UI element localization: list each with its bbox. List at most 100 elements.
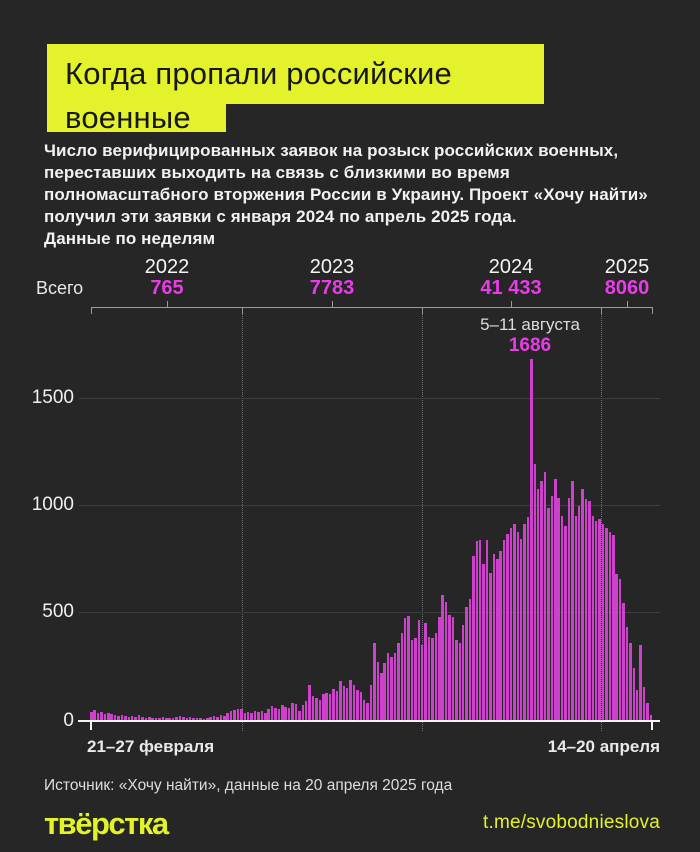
bar <box>584 499 588 721</box>
bar <box>601 524 605 721</box>
bar <box>349 680 352 721</box>
bar <box>134 716 137 721</box>
bar <box>451 617 455 721</box>
year-total-2025: 2025 8060 <box>605 257 650 298</box>
telegram-link[interactable]: t.me/svobodnieslova <box>482 812 660 833</box>
bar <box>475 540 479 721</box>
bar <box>96 712 100 721</box>
bar <box>441 595 444 721</box>
bar <box>182 716 185 721</box>
peak-annotation: 5–11 августа 1686 <box>480 316 580 356</box>
bar <box>322 694 325 721</box>
year-total-value: 765 <box>150 277 184 299</box>
totals-label: Всего <box>36 278 84 298</box>
bar <box>154 718 158 721</box>
bar <box>403 618 407 721</box>
bar <box>386 653 390 721</box>
title-line-2: военные <box>47 100 226 135</box>
bar <box>229 711 233 721</box>
bar <box>151 717 154 721</box>
y-tick-label: 1000 <box>31 494 74 515</box>
bar <box>482 563 485 721</box>
bar <box>591 515 595 721</box>
bar <box>165 718 168 721</box>
bar <box>161 716 165 721</box>
bar <box>185 717 189 721</box>
bar <box>120 715 124 721</box>
x-end-label: 14–20 апреля <box>547 737 660 756</box>
bar <box>605 527 608 721</box>
bar <box>560 515 564 721</box>
bar <box>468 598 472 721</box>
description-line: получил эти заявки с января 2024 по апре… <box>44 207 517 226</box>
bar <box>523 523 526 721</box>
bar <box>264 712 267 721</box>
bar <box>117 716 120 721</box>
bar <box>414 638 417 721</box>
bar <box>298 711 301 721</box>
bar <box>519 538 523 721</box>
bar <box>277 709 281 721</box>
bar <box>175 716 178 721</box>
y-tick-label: 0 <box>63 710 74 731</box>
bar <box>478 539 482 721</box>
bar <box>502 539 506 721</box>
bar <box>318 699 322 721</box>
bar <box>127 716 131 721</box>
year-total-value: 8060 <box>604 277 650 299</box>
x-axis <box>78 720 660 722</box>
bar <box>420 645 424 721</box>
gridline-1000 <box>79 505 660 506</box>
bar <box>472 555 475 721</box>
bracket-tick <box>91 307 92 314</box>
year-bracket-line <box>91 307 653 308</box>
bar <box>373 643 376 721</box>
bar <box>550 495 554 721</box>
description-line: Данные по неделям <box>44 229 216 248</box>
bar <box>339 681 342 721</box>
bar <box>308 684 311 721</box>
bar <box>407 616 410 721</box>
bar <box>567 497 571 721</box>
year-label: 2023 <box>309 256 355 278</box>
bar <box>492 553 496 721</box>
bar <box>509 527 513 721</box>
bar <box>642 687 646 721</box>
bar <box>615 573 618 721</box>
bar <box>547 507 550 721</box>
bar <box>431 638 434 721</box>
bar <box>113 715 117 721</box>
bar <box>144 717 148 721</box>
bar <box>267 709 270 721</box>
bar <box>192 718 195 721</box>
peak-week-label: 5–11 августа <box>480 315 580 334</box>
bar <box>526 517 530 721</box>
bar <box>629 643 632 721</box>
chart-description: Число верифицированных заявок на розыск … <box>44 140 648 250</box>
description-line: переставших выходить на связь с близкими… <box>44 163 510 182</box>
bar <box>380 673 383 721</box>
bar <box>328 694 332 721</box>
bar <box>465 607 468 721</box>
title-line-1: Когда пропали российские <box>47 44 544 104</box>
bar <box>243 712 247 721</box>
year-total-2024: 2024 41 433 <box>480 257 541 298</box>
bar <box>206 717 209 721</box>
x-axis-tick <box>90 722 92 730</box>
year-total-2022: 2022 765 <box>145 257 190 298</box>
bar <box>540 480 543 721</box>
bracket-midtick <box>511 301 512 307</box>
bar <box>577 506 581 721</box>
bar <box>485 539 489 721</box>
y-tick-label: 500 <box>42 601 74 622</box>
bar <box>216 716 219 721</box>
bar <box>233 710 236 721</box>
bar <box>424 623 427 721</box>
bar <box>212 716 216 721</box>
bar <box>393 653 397 721</box>
bar <box>137 715 141 721</box>
bar <box>461 625 465 721</box>
x-axis-tick <box>651 722 653 730</box>
bar <box>246 711 250 721</box>
